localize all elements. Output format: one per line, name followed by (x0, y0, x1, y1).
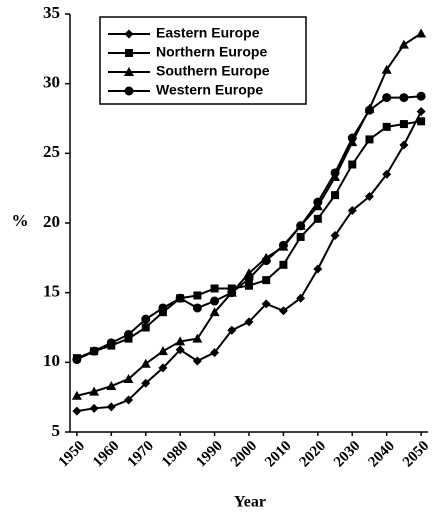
marker (399, 93, 409, 103)
marker (347, 133, 357, 143)
marker (382, 169, 392, 179)
x-tick-label: 1980 (159, 438, 192, 471)
marker (416, 91, 426, 101)
marker (210, 284, 219, 293)
x-tick-label: 1960 (90, 438, 123, 471)
x-tick-label: 1950 (56, 438, 89, 471)
marker (278, 306, 288, 316)
marker (296, 232, 305, 241)
x-tick-label: 1990 (193, 438, 226, 471)
marker (71, 390, 82, 400)
marker (381, 64, 392, 74)
y-tick-label: 15 (43, 282, 60, 301)
marker (175, 345, 185, 355)
marker (347, 205, 357, 215)
y-axis-label: % (12, 211, 29, 230)
marker (262, 276, 271, 285)
marker (124, 329, 134, 339)
y-tick-label: 25 (43, 142, 60, 161)
y-tick-label: 5 (52, 421, 61, 440)
legend-box (99, 16, 307, 105)
marker (141, 378, 151, 388)
marker (261, 299, 271, 309)
x-tick-label: 2020 (297, 438, 330, 471)
x-tick-label: 1970 (124, 438, 157, 471)
x-axis-label: Year (234, 494, 266, 511)
marker (89, 403, 99, 413)
marker (209, 307, 220, 317)
marker (279, 260, 288, 269)
marker (124, 67, 134, 76)
marker (158, 363, 168, 373)
marker (398, 39, 409, 49)
marker (106, 381, 117, 391)
marker (175, 293, 185, 303)
marker (364, 192, 374, 202)
marker (330, 168, 340, 178)
marker (72, 406, 82, 416)
marker (313, 264, 323, 274)
marker (244, 317, 254, 327)
marker (227, 288, 237, 298)
marker (210, 296, 220, 306)
marker (124, 395, 134, 405)
series-line (76, 111, 423, 413)
y-tick-label: 20 (43, 212, 60, 231)
marker (382, 93, 392, 103)
marker (227, 325, 237, 335)
x-tick-label: 2040 (365, 438, 398, 471)
marker (313, 197, 323, 207)
marker (192, 303, 202, 313)
marker (244, 274, 254, 284)
marker (417, 117, 426, 126)
marker (416, 107, 426, 117)
legend-label: Northern Europe (156, 44, 267, 60)
marker (210, 348, 220, 358)
marker (399, 140, 409, 150)
marker (261, 256, 271, 266)
x-tick-label: 2030 (331, 438, 364, 471)
legend-label: Western Europe (156, 82, 263, 98)
legend-label: Eastern Europe (156, 25, 260, 41)
y-tick-label: 10 (43, 351, 60, 370)
marker (296, 221, 306, 231)
marker (125, 49, 133, 57)
x-tick-label: 2010 (262, 438, 295, 471)
marker (296, 293, 306, 303)
marker (141, 314, 151, 324)
marker (157, 346, 168, 356)
marker (124, 29, 134, 39)
marker (193, 291, 202, 300)
marker (124, 86, 134, 96)
marker (365, 135, 374, 144)
marker (89, 346, 99, 356)
marker (399, 120, 408, 129)
marker (106, 338, 116, 348)
marker (192, 356, 202, 366)
marker (364, 105, 374, 115)
marker (313, 214, 322, 223)
marker (72, 355, 82, 365)
x-tick-label: 2000 (228, 438, 261, 471)
marker (416, 28, 427, 38)
marker (245, 281, 253, 290)
marker (141, 323, 150, 332)
marker (382, 122, 391, 131)
marker (89, 386, 100, 396)
marker (330, 231, 340, 241)
marker (158, 303, 168, 313)
marker (175, 336, 186, 346)
marker (106, 402, 116, 412)
legend-label: Southern Europe (156, 63, 270, 79)
y-tick-label: 35 (43, 3, 60, 22)
y-tick-label: 30 (43, 73, 60, 92)
marker (278, 240, 288, 250)
marker (140, 358, 151, 368)
marker (192, 333, 203, 343)
marker (123, 374, 134, 384)
marker (348, 160, 357, 169)
marker (331, 191, 340, 200)
x-tick-label: 2050 (400, 438, 433, 471)
